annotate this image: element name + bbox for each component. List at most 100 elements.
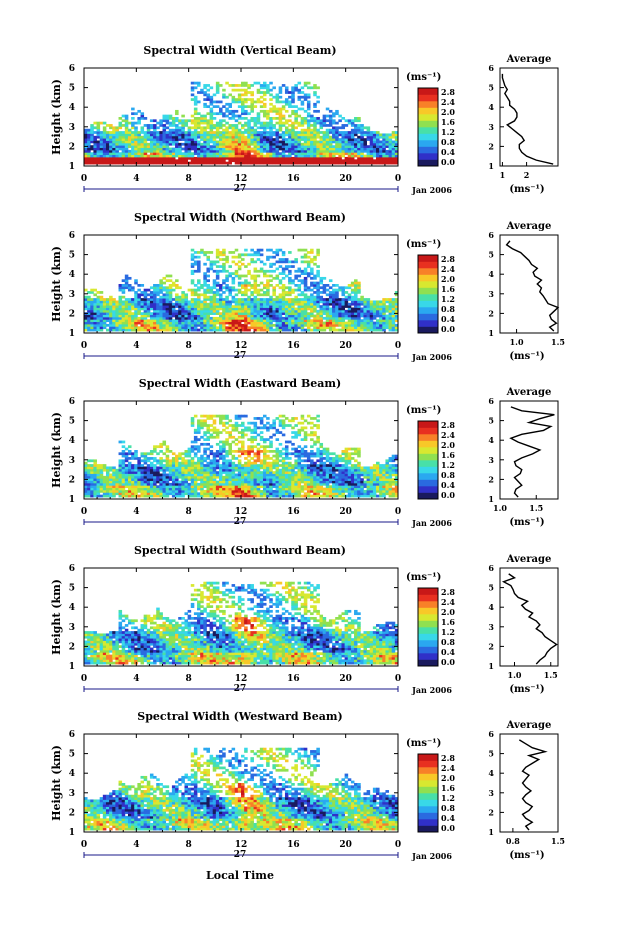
heatmap-cell bbox=[237, 152, 242, 156]
heatmap-cell bbox=[87, 312, 91, 315]
heatmap-cell bbox=[137, 131, 141, 134]
heatmap-cell bbox=[262, 81, 267, 85]
heatmap-cell bbox=[281, 154, 286, 158]
heatmap-cell bbox=[332, 119, 336, 123]
heatmap-cell bbox=[328, 326, 333, 330]
heatmap-cell bbox=[347, 131, 352, 134]
heatmap-cell bbox=[237, 105, 242, 108]
heatmap-cell bbox=[369, 309, 374, 313]
heatmap-cell bbox=[341, 312, 346, 315]
heatmap-cell bbox=[159, 442, 163, 446]
heatmap-cell bbox=[190, 121, 195, 125]
heatmap-cell bbox=[159, 326, 163, 330]
heatmap-cell bbox=[193, 119, 198, 123]
heatmap-cell bbox=[200, 492, 204, 496]
heatmap-cell bbox=[215, 461, 220, 465]
heatmap-cell bbox=[93, 487, 97, 491]
heatmap-cell bbox=[146, 124, 151, 127]
heatmap-cell bbox=[215, 131, 220, 134]
heatmap-cell bbox=[96, 154, 101, 158]
heatmap-cell bbox=[259, 314, 264, 318]
heatmap-cell bbox=[200, 248, 204, 252]
heatmap-cell bbox=[84, 154, 88, 158]
heatmap-cell bbox=[200, 471, 204, 474]
heatmap-cell bbox=[319, 135, 324, 139]
heatmap-cell bbox=[162, 298, 167, 301]
heatmap-cell bbox=[237, 298, 242, 301]
heatmap-cell bbox=[84, 159, 88, 163]
heatmap-cell bbox=[366, 307, 371, 311]
heatmap-cell bbox=[193, 435, 198, 439]
heatmap-cell bbox=[288, 305, 292, 308]
heatmap-cell bbox=[181, 471, 185, 474]
heatmap-cell bbox=[131, 452, 135, 456]
heatmap-cell bbox=[159, 154, 163, 158]
heatmap-cell bbox=[215, 248, 220, 252]
heatmap-cell bbox=[190, 302, 195, 306]
heatmap-cell bbox=[247, 319, 251, 323]
heatmap-cell bbox=[372, 140, 377, 144]
heatmap-cell bbox=[215, 128, 220, 132]
heatmap-cell bbox=[159, 138, 163, 141]
heatmap-cell bbox=[146, 475, 151, 479]
heatmap-cell bbox=[379, 147, 383, 151]
heatmap-cell bbox=[171, 298, 176, 301]
heatmap-cell bbox=[146, 457, 151, 460]
heatmap-cell bbox=[335, 307, 339, 311]
heatmap-cell bbox=[140, 293, 145, 297]
heatmap-cell bbox=[143, 321, 148, 325]
heatmap-cell bbox=[291, 91, 295, 94]
heatmap-cell bbox=[297, 147, 302, 151]
colorbar-unit: (ms⁻¹) bbox=[406, 239, 441, 250]
heatmap-cell bbox=[206, 309, 210, 313]
heatmap-cell bbox=[341, 326, 346, 330]
heatmap-cell bbox=[159, 279, 163, 283]
heatmap-cell bbox=[193, 314, 198, 318]
heatmap-cell bbox=[162, 323, 167, 327]
heatmap-cell bbox=[241, 161, 245, 165]
heatmap-cell bbox=[325, 133, 330, 137]
heatmap-cell bbox=[313, 302, 317, 306]
heatmap-cell bbox=[193, 300, 198, 304]
heatmap-cell bbox=[338, 147, 342, 151]
heatmap-cell bbox=[203, 489, 207, 493]
heatmap-cell bbox=[253, 142, 258, 146]
heatmap-cell bbox=[278, 107, 283, 111]
heatmap-cell bbox=[137, 119, 141, 123]
heatmap-cell bbox=[121, 309, 126, 313]
heatmap-cell bbox=[127, 121, 132, 125]
heatmap-cell bbox=[313, 255, 317, 259]
heatmap-cell bbox=[162, 119, 167, 123]
heatmap-cell bbox=[313, 156, 317, 160]
heatmap-cell bbox=[153, 309, 157, 313]
heatmap-cell bbox=[137, 293, 141, 297]
heatmap-cell bbox=[127, 140, 132, 144]
heatmap-cell bbox=[275, 152, 280, 156]
heatmap-cell bbox=[190, 114, 195, 118]
heatmap-cell bbox=[281, 124, 286, 127]
heatmap-cell bbox=[168, 459, 173, 463]
heatmap-cell bbox=[203, 468, 207, 472]
heatmap-cell bbox=[341, 293, 346, 297]
heatmap-cell bbox=[354, 119, 358, 123]
heatmap-cell bbox=[256, 119, 261, 123]
heatmap-cell bbox=[325, 323, 330, 327]
heatmap-cell bbox=[391, 133, 396, 137]
heatmap-cell bbox=[171, 482, 176, 486]
heatmap-cell bbox=[357, 314, 361, 318]
heatmap-cell bbox=[222, 471, 226, 474]
heatmap-cell bbox=[159, 152, 163, 156]
heatmap-cell bbox=[215, 147, 220, 151]
heatmap-cell bbox=[96, 473, 101, 477]
heatmap-cell bbox=[115, 305, 119, 308]
heatmap-cell bbox=[306, 265, 311, 268]
heatmap-cell bbox=[253, 117, 258, 120]
colorbar-tick-label: 1.6 bbox=[441, 284, 455, 294]
heatmap-cell bbox=[156, 291, 160, 294]
heatmap-cell bbox=[187, 459, 192, 463]
heatmap-cell bbox=[250, 149, 254, 153]
heatmap-cell bbox=[102, 321, 107, 325]
heatmap-cell bbox=[347, 133, 352, 137]
heatmap-cell bbox=[127, 145, 132, 148]
heatmap-cell bbox=[313, 102, 317, 106]
